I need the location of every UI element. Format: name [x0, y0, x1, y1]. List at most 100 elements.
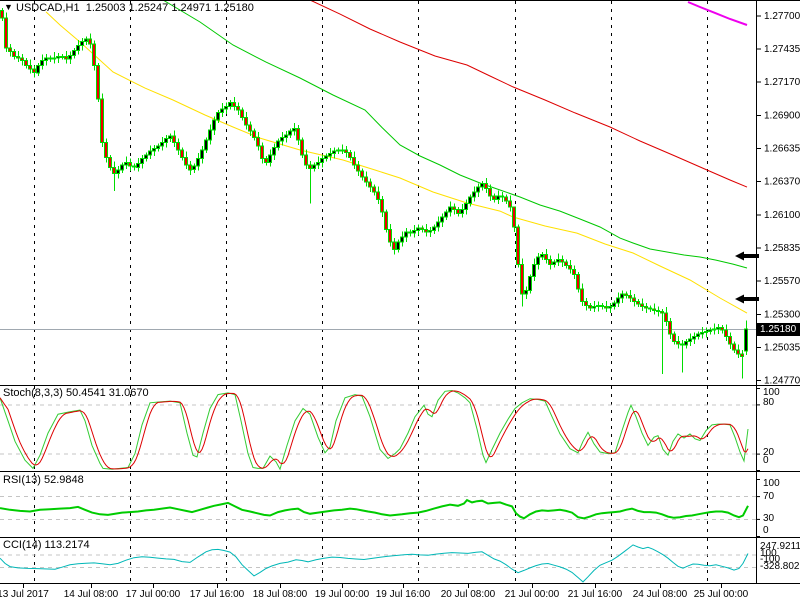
candle-body	[652, 308, 656, 311]
candle-body	[372, 186, 376, 193]
candle-body	[672, 333, 676, 342]
candle-body	[608, 306, 612, 309]
candle-body	[200, 149, 204, 160]
left-arrow-price-marker[interactable]	[735, 251, 759, 261]
candle-body	[456, 209, 460, 214]
candle-body	[348, 151, 352, 158]
candle-body	[256, 136, 260, 147]
candle-body	[184, 156, 188, 166]
candle-body	[344, 149, 348, 153]
candle-body	[384, 211, 388, 231]
candle-body	[540, 253, 544, 258]
candle-body	[516, 226, 520, 265]
candle-body	[452, 206, 456, 211]
candle-body	[172, 135, 176, 143]
candle-body	[140, 158, 144, 165]
candle-body	[132, 165, 136, 168]
candle-body	[728, 335, 732, 345]
cci-axis-label: 247.9211	[760, 541, 800, 552]
candle-body	[476, 186, 480, 193]
candle-body	[604, 306, 608, 309]
candle-body	[644, 306, 648, 309]
stoch-axis-label: 80	[763, 397, 775, 408]
candle-body	[468, 196, 472, 204]
candle-body	[216, 112, 220, 121]
candle-body	[560, 258, 564, 263]
candle-body	[712, 328, 716, 331]
price-axis-label: 1.27435	[764, 44, 800, 55]
candle-body	[48, 57, 52, 60]
left-arrow-price-marker[interactable]	[735, 294, 759, 304]
price-axis-label: 1.25570	[764, 276, 800, 287]
price-axis-label: 1.26370	[764, 176, 800, 187]
time-axis-label: 13 Jul 2017	[0, 589, 49, 600]
stochastic-indicator-label: Stoch(8,3,3) 50.4541 31.0670	[3, 387, 149, 399]
candle-body	[568, 265, 572, 270]
candle-body	[580, 288, 584, 303]
price-axis-label: 1.25035	[764, 343, 800, 354]
candle-body	[708, 329, 712, 332]
candle-body	[408, 231, 412, 234]
candle-body	[492, 195, 496, 201]
symbol-timeframe-label: USDCAD,H1	[16, 2, 80, 14]
candle-body	[732, 343, 736, 351]
candle-body	[376, 191, 380, 201]
candle-body	[600, 304, 604, 307]
candle-body	[680, 343, 684, 346]
time-axis-label: 14 Jul 08:00	[64, 589, 119, 600]
candle-body	[720, 327, 724, 331]
ohlc-quote-label: 1.25003 1.25247 1.24971 1.25180	[85, 2, 254, 14]
candle-body	[28, 64, 32, 70]
candle-body	[684, 340, 688, 346]
candle-body	[268, 154, 272, 163]
candle-body	[528, 276, 532, 291]
candle-body	[188, 164, 192, 171]
candle-body	[288, 130, 292, 136]
candle-body	[364, 176, 368, 183]
candle-body	[168, 135, 172, 140]
candle-body	[440, 216, 444, 223]
candle-body	[688, 338, 692, 342]
candle-body	[648, 307, 652, 310]
candle-body	[220, 108, 224, 114]
time-axis-label: 21 Jul 00:00	[505, 589, 560, 600]
candle-body	[464, 202, 468, 211]
price-axis-label: 1.27700	[764, 11, 800, 22]
candle-body	[44, 57, 48, 61]
candle-body	[160, 141, 164, 147]
candle-body	[576, 273, 580, 290]
rsi-axis-label: 100	[763, 478, 780, 489]
candle-body	[232, 102, 236, 107]
candle-body	[24, 59, 28, 66]
candle-body	[740, 353, 744, 357]
candle-body	[340, 149, 344, 152]
price-axis-label: 1.26900	[764, 111, 800, 122]
price-axis-label: 1.25300	[764, 310, 800, 321]
candle-body	[60, 56, 64, 59]
candle-body	[56, 56, 60, 59]
candle-body	[412, 230, 416, 234]
candle-body	[212, 119, 216, 131]
candle-body	[180, 149, 184, 158]
candle-body	[424, 229, 428, 233]
candle-body	[324, 155, 328, 160]
stoch-axis-label: 100	[763, 387, 780, 398]
candle-body	[276, 140, 280, 148]
current-price-badge: 1.25180	[757, 323, 800, 336]
time-axis-label: 24 Jul 08:00	[633, 589, 688, 600]
cci-axis-label: -100	[760, 554, 780, 565]
candle-body	[636, 301, 640, 305]
candle-body	[624, 293, 628, 296]
candle-body	[208, 129, 212, 141]
chart-title: USDCAD,H1 1.25003 1.25247 1.24971 1.2518…	[16, 2, 254, 14]
candle-body	[496, 195, 500, 201]
candle-body	[280, 136, 284, 142]
symbol-dropdown-icon[interactable]: ▼	[4, 2, 13, 12]
candle-body	[432, 226, 436, 232]
price-axis-label: 1.24770	[764, 375, 800, 386]
candle-body	[632, 297, 636, 303]
candle-body	[192, 165, 196, 171]
candle-body	[300, 139, 304, 156]
candle-body	[264, 158, 268, 163]
